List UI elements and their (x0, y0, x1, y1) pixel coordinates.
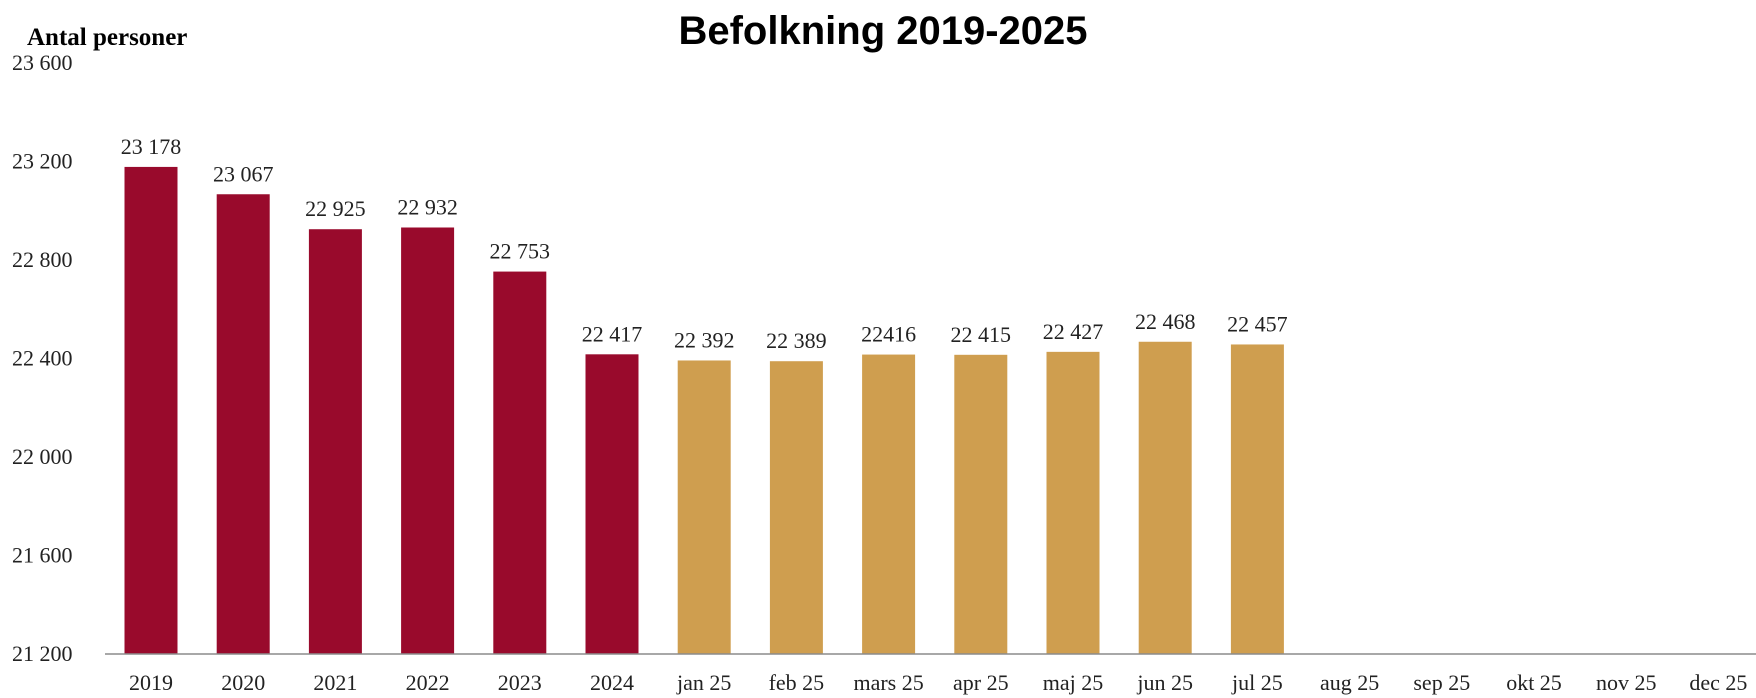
data-label: 22 468 (1135, 309, 1196, 334)
x-tick-label: aug 25 (1320, 670, 1379, 695)
data-label: 23 067 (213, 161, 274, 186)
bar (1138, 341, 1192, 654)
bar (493, 271, 547, 654)
data-label: 22 457 (1227, 311, 1288, 336)
data-label: 22 427 (1043, 319, 1104, 344)
chart-title: Befolkning 2019-2025 (678, 9, 1087, 53)
bar (1046, 351, 1100, 654)
x-tick-label: 2022 (406, 670, 450, 695)
data-label: 22 932 (397, 194, 458, 219)
data-label: 22 925 (305, 196, 366, 221)
x-tick-label: nov 25 (1596, 670, 1657, 695)
x-tick-label: feb 25 (769, 670, 825, 695)
x-tick-label: maj 25 (1043, 670, 1104, 695)
y-tick-label: 22 000 (12, 444, 73, 469)
bar (677, 360, 731, 654)
bar (862, 354, 916, 654)
y-tick-label: 22 800 (12, 247, 73, 272)
y-axis-label: Antal personer (27, 24, 187, 51)
bars (124, 166, 1284, 655)
x-tick-label: apr 25 (953, 670, 1009, 695)
bar (401, 227, 455, 654)
x-tick-label: mars 25 (853, 670, 923, 695)
bar (769, 361, 823, 654)
x-tick-label: 2019 (129, 670, 173, 695)
bar (124, 166, 178, 655)
x-axis-categories: 2019 2020 2021 2022 2023 2024 jan 25 feb 25 mars… (129, 670, 1747, 695)
y-tick-label: 22 400 (12, 346, 73, 371)
bar (308, 229, 362, 654)
x-tick-label: sep 25 (1413, 670, 1470, 695)
x-tick-label: 2023 (498, 670, 542, 695)
data-label: 22 753 (490, 239, 551, 264)
x-tick-label: jan 25 (676, 670, 731, 695)
x-tick-label: dec 25 (1689, 670, 1747, 695)
bar (585, 354, 639, 654)
x-tick-label: 2021 (313, 670, 357, 695)
data-label: 22 415 (951, 322, 1012, 347)
y-tick-label: 21 600 (12, 543, 73, 568)
y-axis-ticks: 23 600 23 200 22 800 22 400 22 000 21 600 21 2… (12, 50, 73, 666)
data-label: 22 389 (766, 328, 827, 353)
x-tick-label: 2020 (221, 670, 265, 695)
bar (216, 194, 270, 654)
y-tick-label: 23 600 (12, 50, 73, 75)
y-tick-label: 23 200 (12, 149, 73, 174)
data-labels: 23 178 23 067 22 925 22 932 22 753 22 417 22 3… (121, 134, 1288, 353)
y-tick-label: 21 200 (12, 641, 73, 666)
x-tick-label: jun 25 (1136, 670, 1193, 695)
x-tick-label: jul 25 (1231, 670, 1283, 695)
bar (954, 354, 1008, 654)
bar (1230, 344, 1284, 654)
x-tick-label: okt 25 (1506, 670, 1562, 695)
data-label: 22416 (861, 322, 916, 347)
data-label: 22 392 (674, 327, 735, 352)
data-label: 22 417 (582, 321, 643, 346)
x-tick-label: 2024 (590, 670, 634, 695)
data-label: 23 178 (121, 134, 182, 159)
